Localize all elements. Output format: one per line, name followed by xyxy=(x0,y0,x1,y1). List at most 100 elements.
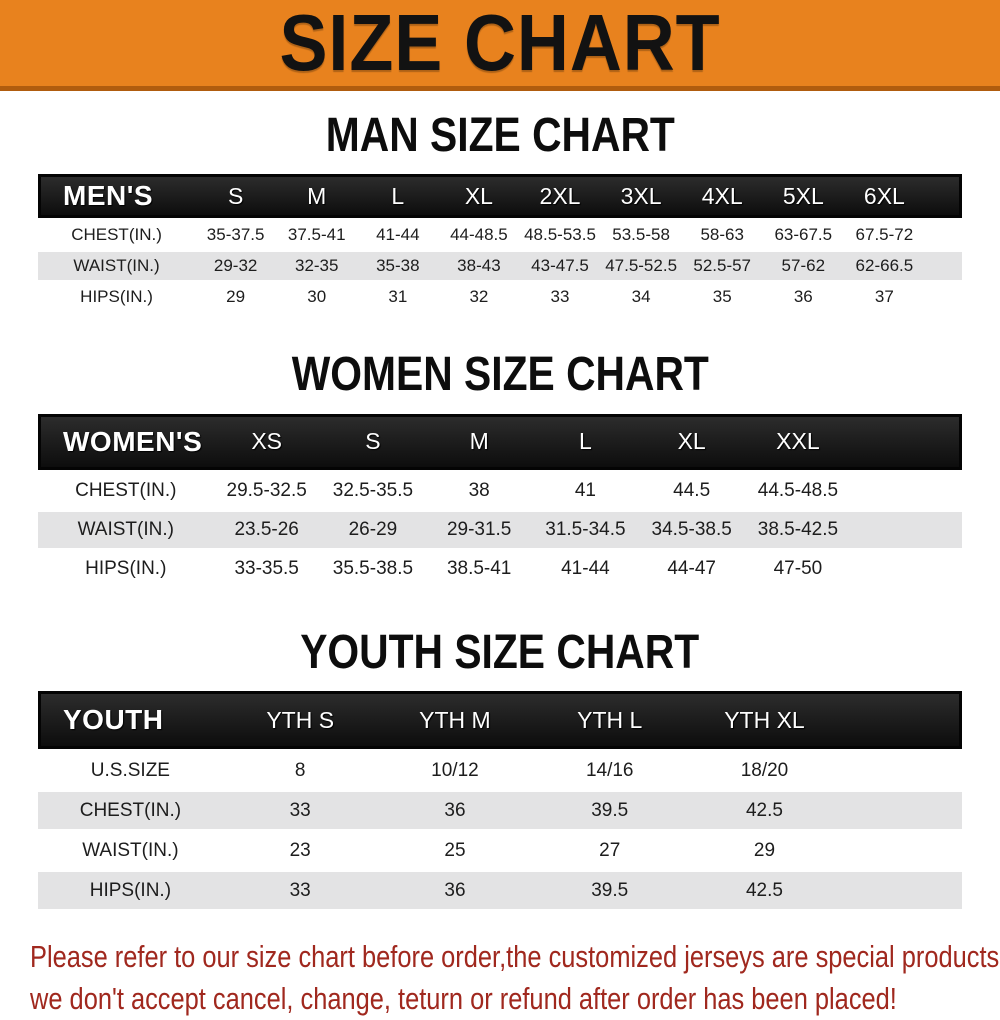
header-spacer-cell xyxy=(851,413,962,470)
data-row: HIPS(IN.) 29 30 31 32 33 34 35 36 37 xyxy=(38,283,962,312)
value-cell: 38.5-41 xyxy=(426,550,533,587)
row-label-cell: WAIST(IN.) xyxy=(38,252,196,281)
value-cell: 18/20 xyxy=(687,752,842,790)
row-spacer-cell xyxy=(841,792,962,830)
value-cell: 35-38 xyxy=(357,252,439,281)
value-cell: 23.5-26 xyxy=(213,511,320,548)
youth-size-table: YOUTH YTH S YTH M YTH L YTH XL U.S.SIZE 8 10/12… xyxy=(38,688,962,912)
header-spacer-cell xyxy=(841,691,962,750)
value-cell: 39.5 xyxy=(532,792,688,830)
section-heading: MAN SIZE CHART xyxy=(325,109,675,162)
value-cell: 44.5-48.5 xyxy=(744,472,852,509)
value-cell: 10/12 xyxy=(377,752,533,790)
value-cell: 37 xyxy=(843,283,925,312)
header-label-cell: MEN'S xyxy=(38,174,196,219)
value-cell: 38-43 xyxy=(438,252,520,281)
value-cell: 39.5 xyxy=(532,872,688,910)
value-cell: 47-50 xyxy=(744,550,852,587)
row-label-cell: HIPS(IN.) xyxy=(38,872,223,910)
value-cell: 44.5 xyxy=(638,472,745,509)
value-cell: 37.5-41 xyxy=(276,221,358,250)
value-cell: 43-47.5 xyxy=(519,252,601,281)
section-heading-wrap: WOMEN SIZE CHART xyxy=(38,348,962,402)
value-cell: 62-66.5 xyxy=(843,252,925,281)
value-cell: 36 xyxy=(377,792,533,830)
value-cell: 34.5-38.5 xyxy=(638,511,745,548)
row-spacer-cell xyxy=(924,252,962,281)
banner-title: SIZE CHART xyxy=(279,0,721,87)
value-cell: 42.5 xyxy=(687,872,842,910)
value-cell: 34 xyxy=(600,283,682,312)
value-cell: 33 xyxy=(222,792,378,830)
column-header-cell: XS xyxy=(213,413,320,470)
data-row: CHEST(IN.) 33 36 39.5 42.5 xyxy=(38,792,962,830)
value-cell: 36 xyxy=(377,872,533,910)
row-label-cell: HIPS(IN.) xyxy=(38,550,214,587)
value-cell: 53.5-58 xyxy=(600,221,682,250)
row-label-cell: U.S.SIZE xyxy=(38,752,223,790)
row-spacer-cell xyxy=(841,752,962,790)
value-cell: 35-37.5 xyxy=(195,221,277,250)
row-spacer-cell xyxy=(851,472,962,509)
value-cell: 35 xyxy=(681,283,763,312)
value-cell: 31 xyxy=(357,283,439,312)
value-cell: 52.5-57 xyxy=(681,252,763,281)
header-label-cell: YOUTH xyxy=(38,691,223,750)
footer-line-1: Please refer to our size chart before or… xyxy=(30,939,1000,975)
column-header-cell: 5XL xyxy=(762,174,844,219)
value-cell: 67.5-72 xyxy=(843,221,925,250)
value-cell: 29 xyxy=(195,283,277,312)
column-header-cell: XL xyxy=(638,413,745,470)
column-header-cell: 2XL xyxy=(519,174,601,219)
value-cell: 32.5-35.5 xyxy=(319,472,427,509)
row-spacer-cell xyxy=(841,872,962,910)
value-cell: 35.5-38.5 xyxy=(319,550,427,587)
value-cell: 8 xyxy=(222,752,378,790)
value-cell: 42.5 xyxy=(687,792,842,830)
value-cell: 57-62 xyxy=(762,252,844,281)
value-cell: 38.5-42.5 xyxy=(744,511,852,548)
data-row: WAIST(IN.) 29-32 32-35 35-38 38-43 43-47.5 47.… xyxy=(38,252,962,281)
row-label-cell: CHEST(IN.) xyxy=(38,472,214,509)
column-header-cell: YTH M xyxy=(377,691,533,750)
section-heading: WOMEN SIZE CHART xyxy=(291,348,709,402)
table-header-row: YOUTH YTH S YTH M YTH L YTH XL xyxy=(38,691,962,750)
column-header-cell: M xyxy=(426,413,533,470)
row-spacer-cell xyxy=(924,221,962,250)
column-header-cell: 3XL xyxy=(600,174,682,219)
header-label-cell: WOMEN'S xyxy=(38,413,214,470)
value-cell: 47.5-52.5 xyxy=(600,252,682,281)
header-spacer-cell xyxy=(924,174,962,219)
column-header-cell: S xyxy=(319,413,427,470)
column-header-cell: YTH L xyxy=(532,691,688,750)
table-header-row: WOMEN'S XS S M L XL XXL xyxy=(38,413,962,470)
data-row: HIPS(IN.) 33 36 39.5 42.5 xyxy=(38,872,962,910)
value-cell: 26-29 xyxy=(319,511,427,548)
column-header-cell: M xyxy=(276,174,358,219)
value-cell: 31.5-34.5 xyxy=(532,511,639,548)
row-label-cell: CHEST(IN.) xyxy=(38,792,223,830)
women-size-chart-section: WOMEN SIZE CHART WOMEN'S XS S M L XL XXL CHEST(… xyxy=(38,348,962,590)
footer-note: Please refer to our size chart before or… xyxy=(30,936,1000,1020)
table-header-row: MEN'S S M L XL 2XL 3XL 4XL 5XL 6XL xyxy=(38,174,962,219)
column-header-cell: XXL xyxy=(744,413,852,470)
value-cell: 33-35.5 xyxy=(213,550,320,587)
value-cell: 63-67.5 xyxy=(762,221,844,250)
section-heading: YOUTH SIZE CHART xyxy=(300,625,700,679)
data-row: CHEST(IN.) 35-37.5 37.5-41 41-44 44-48.5 48.5… xyxy=(38,221,962,250)
men-size-chart-section: MAN SIZE CHART MEN'S S M L XL 2XL 3XL 4XL 5XL 6XL… xyxy=(38,109,962,314)
row-spacer-cell xyxy=(924,283,962,312)
value-cell: 32 xyxy=(438,283,520,312)
value-cell: 36 xyxy=(762,283,844,312)
value-cell: 32-35 xyxy=(276,252,358,281)
column-header-cell: YTH S xyxy=(222,691,378,750)
women-size-table: WOMEN'S XS S M L XL XXL CHEST(IN.) 29.5-32.5 32.5… xyxy=(38,411,962,590)
row-spacer-cell xyxy=(841,832,962,870)
row-label-cell: CHEST(IN.) xyxy=(38,221,196,250)
value-cell: 48.5-53.5 xyxy=(519,221,601,250)
value-cell: 38 xyxy=(426,472,533,509)
youth-size-chart-section: YOUTH SIZE CHART YOUTH YTH S YTH M YTH L YTH… xyxy=(38,625,962,912)
data-row: CHEST(IN.) 29.5-32.5 32.5-35.5 38 41 44.5 44.5… xyxy=(38,472,962,509)
value-cell: 41 xyxy=(532,472,639,509)
value-cell: 27 xyxy=(532,832,688,870)
